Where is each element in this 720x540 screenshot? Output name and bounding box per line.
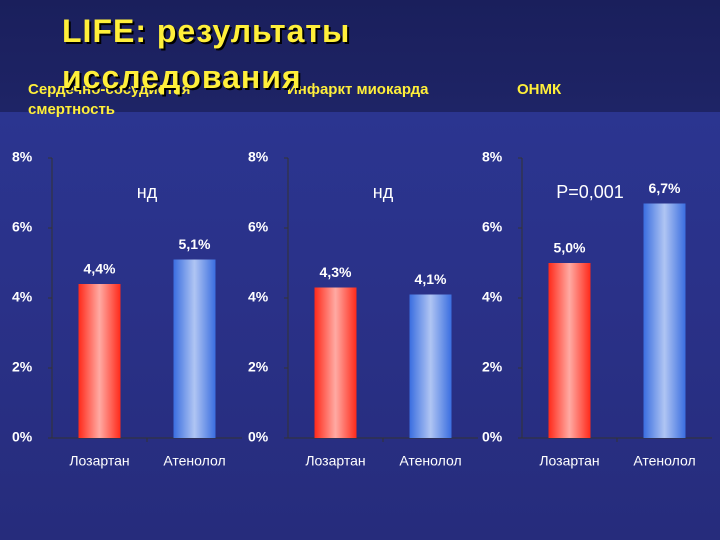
value-label: 4,1% xyxy=(415,271,447,287)
x-tick-label: Лозартан xyxy=(69,453,129,469)
annotation: нд xyxy=(137,182,158,202)
bar xyxy=(409,294,452,438)
bar xyxy=(548,263,591,438)
x-tick-label: Атенолол xyxy=(633,453,695,469)
bar xyxy=(173,259,216,438)
bar xyxy=(78,284,121,438)
y-tick-label: 2% xyxy=(482,359,503,375)
y-tick-label: 0% xyxy=(248,429,269,445)
value-label: 5,1% xyxy=(179,236,211,252)
y-tick-label: 6% xyxy=(248,219,269,235)
y-tick-label: 4% xyxy=(12,289,33,305)
bar xyxy=(643,203,686,438)
value-label: 5,0% xyxy=(554,240,586,256)
x-tick-label: Атенолол xyxy=(399,453,461,469)
annotation: нд xyxy=(373,182,394,202)
value-label: 4,3% xyxy=(320,264,352,280)
x-tick-label: Лозартан xyxy=(305,453,365,469)
y-tick-label: 8% xyxy=(482,149,503,165)
value-label: 4,4% xyxy=(84,261,116,277)
chart-title: Инфаркт миокарда xyxy=(287,81,429,98)
y-tick-label: 4% xyxy=(248,289,269,305)
slide-title: LIFE: результаты исследования xyxy=(62,13,351,95)
y-tick-label: 6% xyxy=(482,219,503,235)
annotation: P=0,001 xyxy=(556,182,624,202)
value-label: 6,7% xyxy=(649,180,681,196)
y-tick-label: 2% xyxy=(12,359,33,375)
y-tick-label: 0% xyxy=(12,429,33,445)
bar xyxy=(314,287,357,438)
y-tick-label: 8% xyxy=(12,149,33,165)
x-tick-label: Лозартан xyxy=(539,453,599,469)
chart-title: ОНМК xyxy=(517,81,562,98)
y-tick-label: 0% xyxy=(482,429,503,445)
y-tick-label: 2% xyxy=(248,359,269,375)
x-tick-label: Атенолол xyxy=(163,453,225,469)
y-tick-label: 4% xyxy=(482,289,503,305)
y-tick-label: 6% xyxy=(12,219,33,235)
y-tick-label: 8% xyxy=(248,149,269,165)
chart-title: Сердечно-сосудистая смертность xyxy=(28,81,191,118)
